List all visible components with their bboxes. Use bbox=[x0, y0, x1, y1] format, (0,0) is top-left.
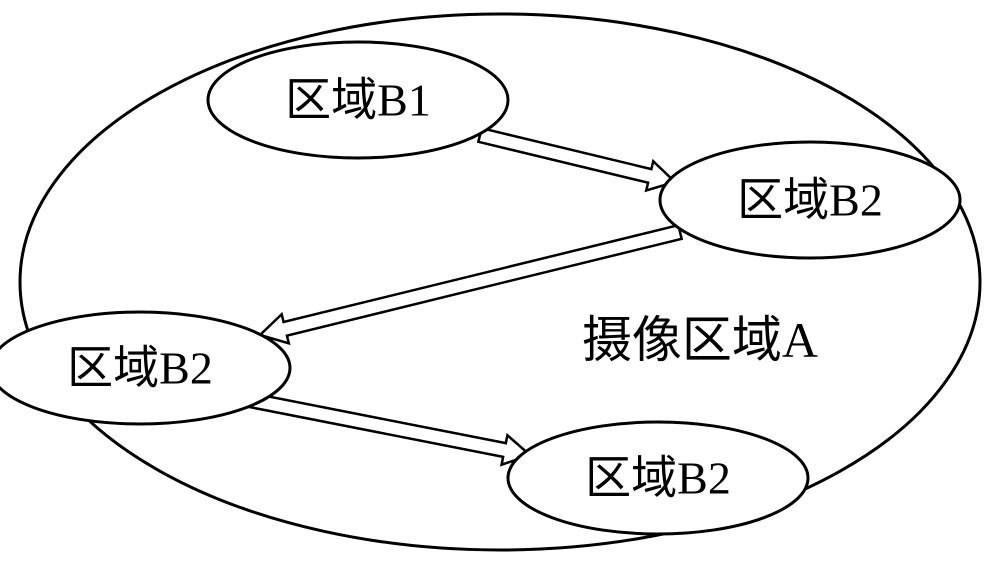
node-b1-label: 区域B1 bbox=[285, 75, 431, 126]
node-b2-right-label: 区域B2 bbox=[737, 175, 883, 226]
outer-region-a-label: 摄像区域A bbox=[582, 312, 818, 368]
node-b2-right: 区域B2 bbox=[660, 142, 960, 258]
arrow-3 bbox=[249, 393, 530, 465]
node-b2-left: 区域B2 bbox=[0, 312, 290, 424]
arrow-1 bbox=[478, 128, 675, 190]
node-b1: 区域B1 bbox=[208, 42, 508, 158]
node-b2-bottom: 区域B2 bbox=[508, 422, 808, 534]
arrows-group bbox=[249, 128, 682, 465]
node-b2-bottom-label: 区域B2 bbox=[585, 453, 731, 504]
node-b2-left-label: 区域B2 bbox=[67, 343, 213, 394]
